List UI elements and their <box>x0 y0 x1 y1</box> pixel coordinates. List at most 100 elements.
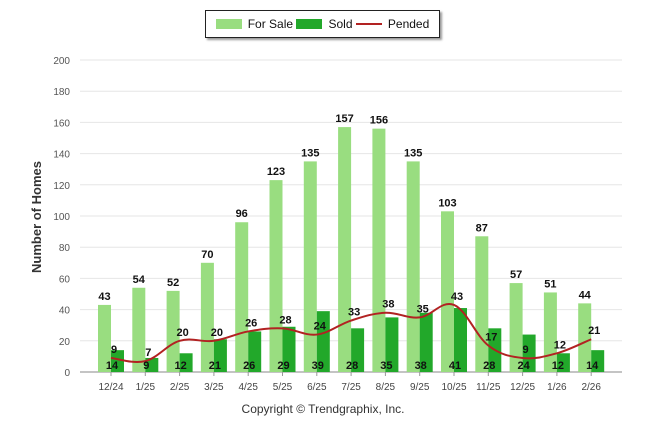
x-axis: 12/24 1/25 2/25 3/25 4/25 5/25 6/25 7/25 8/25 9/2… <box>98 372 601 393</box>
data-label-for-sale: 57 <box>510 269 522 281</box>
data-label-sold: 41 <box>449 360 461 372</box>
for-sale-swatch <box>215 19 242 29</box>
data-label-for-sale: 96 <box>236 208 248 220</box>
bar-for-sale <box>578 303 592 372</box>
sold-swatch <box>296 19 323 29</box>
data-label-sold: 21 <box>209 360 221 372</box>
bar-for-sale <box>406 161 420 372</box>
y-tick-label: 160 <box>53 118 70 129</box>
y-tick-label: 0 <box>64 368 70 379</box>
data-label-pended: 12 <box>554 339 566 351</box>
data-label-sold: 35 <box>380 360 392 372</box>
data-label-pended: 43 <box>451 291 463 303</box>
legend-label-pended: Pended <box>387 17 430 31</box>
pended-line <box>110 302 592 363</box>
data-label-sold: 39 <box>312 360 324 372</box>
data-label-for-sale: 103 <box>438 197 456 209</box>
bar-sold <box>248 331 262 372</box>
data-label-pended: 20 <box>176 327 188 339</box>
data-label-sold: 24 <box>517 360 530 372</box>
data-label-for-sale: 135 <box>301 147 319 159</box>
data-label-for-sale: 54 <box>133 274 146 286</box>
data-label-sold: 12 <box>552 360 564 372</box>
bar-sold <box>454 308 467 372</box>
y-tick-label: 80 <box>59 243 71 254</box>
data-label-sold: 38 <box>415 360 427 372</box>
pended-swatch <box>355 23 382 25</box>
data-label-pended: 9 <box>523 344 529 356</box>
data-label-sold: 26 <box>243 360 255 372</box>
x-tick-label: 3/25 <box>204 382 224 393</box>
bar-sold <box>282 326 296 372</box>
bar-sold <box>179 353 193 372</box>
bar-sold <box>385 317 399 372</box>
bar-for-sale <box>475 236 489 372</box>
data-label-for-sale: 156 <box>370 115 388 127</box>
bar-for-sale <box>543 292 557 372</box>
data-label-pended: 26 <box>245 317 257 329</box>
x-tick-label: 5/25 <box>273 382 293 393</box>
bar-for-sale <box>338 127 352 372</box>
legend-item-sold[interactable]: Sold <box>296 17 353 31</box>
bar-sold <box>316 311 330 372</box>
x-tick-label: 12/25 <box>510 382 535 393</box>
data-label-sold: 28 <box>346 360 358 372</box>
bar-for-sale <box>166 290 180 372</box>
x-tick-label: 8/25 <box>376 382 396 393</box>
data-label-for-sale: 52 <box>167 277 179 289</box>
x-tick-label: 10/25 <box>441 382 466 393</box>
x-tick-label: 7/25 <box>341 382 361 393</box>
bars <box>98 127 605 372</box>
data-label-pended: 20 <box>211 327 223 339</box>
data-label-for-sale: 135 <box>404 147 422 159</box>
y-tick-label: 200 <box>53 56 70 67</box>
bar-sold <box>213 339 227 372</box>
data-label-for-sale: 157 <box>335 113 353 125</box>
bar-for-sale <box>132 287 146 372</box>
data-label-for-sale: 51 <box>544 278 556 290</box>
bar-for-sale <box>509 283 523 372</box>
data-label-pended: 21 <box>588 325 600 337</box>
data-label-sold: 14 <box>106 360 119 372</box>
data-label-for-sale: 70 <box>201 249 213 261</box>
data-label-sold: 14 <box>586 360 599 372</box>
bar-for-sale <box>200 262 214 372</box>
pended-line-path <box>110 302 592 363</box>
bar-sold <box>419 312 433 372</box>
bar-for-sale <box>441 211 454 372</box>
x-tick-label: 4/25 <box>238 382 258 393</box>
x-tick-label: 9/25 <box>410 382 430 393</box>
data-label-sold: 28 <box>483 360 495 372</box>
data-label-pended: 28 <box>279 314 291 326</box>
data-labels: 4314954975212207021209626261232928135392… <box>98 113 600 372</box>
y-tick-label: 40 <box>59 306 71 317</box>
bar-for-sale <box>372 128 386 372</box>
bar-sold <box>556 353 570 372</box>
y-tick-label: 180 <box>53 87 70 98</box>
x-tick-label: 12/24 <box>98 382 123 393</box>
bar-for-sale <box>235 222 249 372</box>
legend-item-pended[interactable]: Pended <box>355 17 430 31</box>
x-tick-label: 6/25 <box>307 382 327 393</box>
bar-sold <box>591 350 605 372</box>
x-tick-label: 1/25 <box>136 382 156 393</box>
y-tick-label: 100 <box>53 212 70 223</box>
y-tick-label: 140 <box>53 150 70 161</box>
legend-item-for-sale[interactable]: For Sale <box>215 17 294 31</box>
data-label-sold: 12 <box>174 360 186 372</box>
bar-sold <box>111 350 124 372</box>
y-tick-label: 60 <box>59 274 71 285</box>
data-label-for-sale: 43 <box>98 291 110 303</box>
y-axis: 0 20 40 60 80 100 120 140 160 180 200 <box>53 56 70 379</box>
data-label-pended: 9 <box>111 344 117 356</box>
data-label-pended: 17 <box>485 331 497 343</box>
y-axis-title: Number of Homes <box>29 161 44 273</box>
y-tick-label: 120 <box>53 181 70 192</box>
x-tick-label: 2/26 <box>581 382 601 393</box>
bar-for-sale <box>269 180 283 372</box>
legend-label-for-sale: For Sale <box>247 17 294 31</box>
data-label-pended: 33 <box>348 307 360 319</box>
bar-sold <box>522 334 536 372</box>
bar-sold <box>145 357 159 372</box>
